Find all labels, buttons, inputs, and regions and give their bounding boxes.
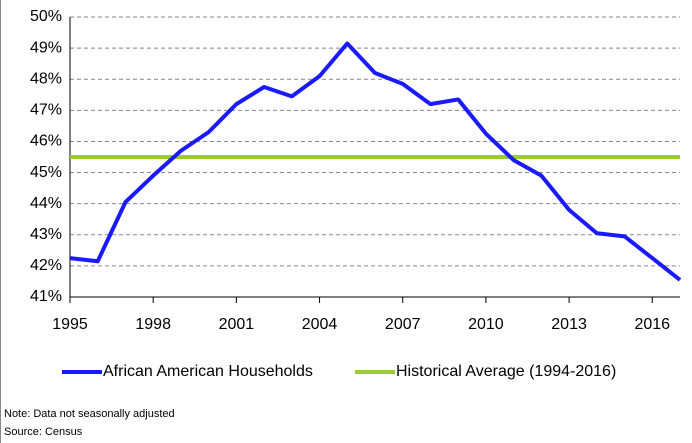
y-tick-label: 49% [30, 39, 62, 56]
x-tick-label: 2016 [634, 316, 670, 333]
y-tick-label: 50% [30, 8, 62, 25]
x-tick-label: 2001 [219, 316, 255, 333]
legend-label: Historical Average (1994-2016) [396, 363, 616, 380]
x-tick-label: 2004 [302, 316, 338, 333]
note: Note: Data not seasonally adjusted [4, 408, 175, 420]
y-tick-label: 46% [30, 133, 62, 150]
legend-label: African American Households [103, 363, 313, 380]
x-tick-label: 2007 [385, 316, 421, 333]
x-tick-label: 2010 [468, 316, 504, 333]
series-line [69, 41, 682, 282]
x-tick-label: 2013 [551, 316, 587, 333]
x-tick-label: 1995 [52, 316, 88, 333]
x-tick-label: 1998 [135, 316, 171, 333]
note: Source: Census [4, 426, 83, 438]
y-tick-label: 44% [30, 195, 62, 212]
y-tick-label: 41% [30, 288, 62, 305]
y-tick-label: 45% [30, 164, 62, 181]
y-tick-label: 42% [30, 257, 62, 274]
y-tick-label: 47% [30, 102, 62, 119]
y-tick-label: 48% [30, 70, 62, 87]
y-tick-label: 43% [30, 226, 62, 243]
